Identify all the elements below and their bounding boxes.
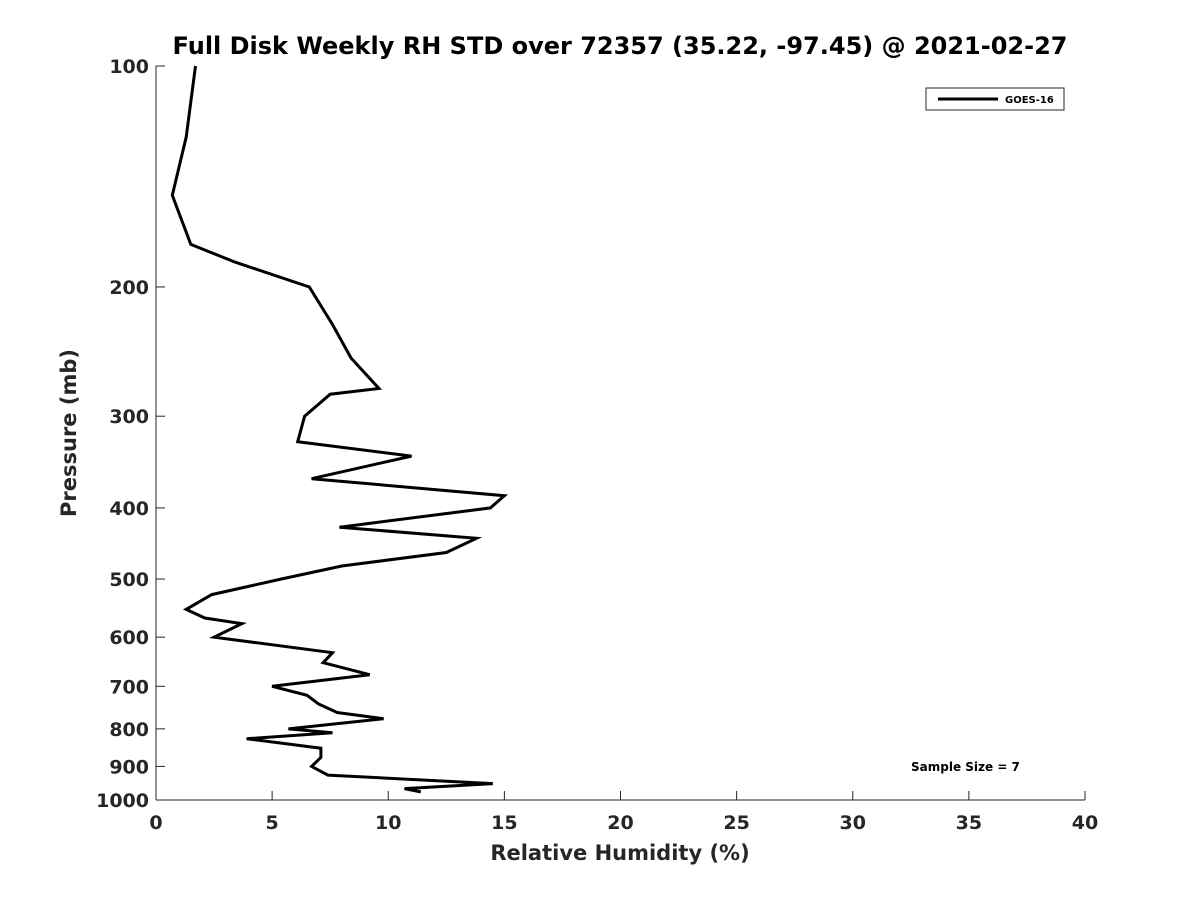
legend: GOES-16 <box>925 87 1065 111</box>
y-tick-label: 600 <box>109 627 149 649</box>
sample-size-annotation: Sample Size = 7 <box>911 760 1020 774</box>
y-tick-label: 500 <box>109 569 149 591</box>
x-tick-label: 25 <box>723 812 749 834</box>
y-tick-label: 200 <box>109 277 149 299</box>
legend-label-goes-16: GOES-16 <box>1005 95 1054 106</box>
y-tick-label: 400 <box>109 498 149 520</box>
x-ticks: 0 5 10 15 20 25 30 35 40 <box>149 791 1098 834</box>
y-tick-label: 800 <box>109 719 149 741</box>
x-tick-label: 5 <box>266 812 279 834</box>
x-axis-label: Relative Humidity (%) <box>490 841 749 865</box>
series-line-0 <box>170 65 509 794</box>
x-tick-label: 30 <box>840 812 866 834</box>
x-tick-label: 15 <box>491 812 517 834</box>
x-tick-label: 35 <box>956 812 982 834</box>
y-tick-label: 1000 <box>96 790 149 812</box>
y-tick-label: 300 <box>109 406 149 428</box>
y-ticks: 100 200 300 400 500 600 700 800 900 1000 <box>96 56 165 812</box>
chart-title: Full Disk Weekly RH STD over 72357 (35.2… <box>173 32 1068 60</box>
x-tick-label: 20 <box>607 812 633 834</box>
x-tick-label: 40 <box>1072 812 1098 834</box>
y-tick-label: 100 <box>109 56 149 78</box>
x-tick-label: 0 <box>149 812 162 834</box>
y-tick-label: 900 <box>109 756 149 778</box>
y-tick-label: 700 <box>109 676 149 698</box>
x-tick-label: 10 <box>375 812 401 834</box>
series-group <box>170 65 509 794</box>
y-axis-label: Pressure (mb) <box>57 349 81 517</box>
plot-area: 0 5 10 15 20 25 30 35 40 100 200 300 400 500 600 700 80… <box>96 56 1098 834</box>
